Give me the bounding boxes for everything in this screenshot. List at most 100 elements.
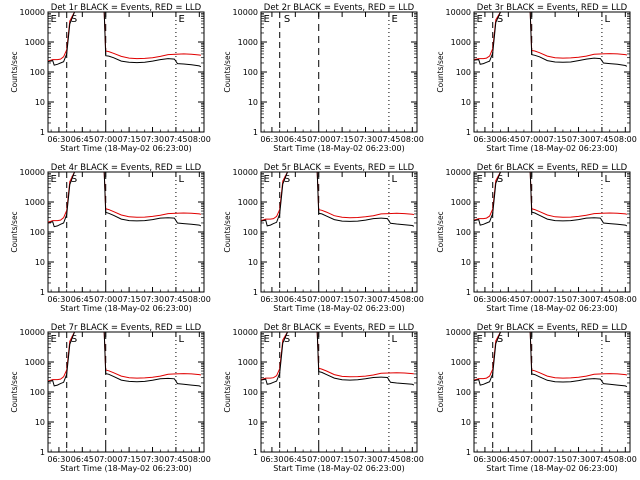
- marker-letter: E: [264, 334, 270, 345]
- marker-letter: E: [178, 14, 184, 25]
- x-tick-label: 07:00: [520, 455, 543, 464]
- x-tick-label: 07:30: [354, 295, 377, 304]
- chart-title: Det 5r BLACK = Events, RED = LLD: [264, 163, 415, 173]
- series-events-line: [48, 332, 202, 388]
- y-tick-label: 1000: [238, 38, 258, 47]
- x-tick-label: 07:30: [354, 455, 377, 464]
- marker-letter: E: [477, 14, 483, 25]
- series-lld-line: [261, 172, 414, 222]
- y-axis-label: Counts/sec: [223, 371, 232, 412]
- x-tick-label: 08:00: [401, 135, 424, 144]
- y-tick-label: 10000: [446, 328, 471, 337]
- x-axis-label: Start Time (18-May-02 06:23:00): [273, 304, 404, 313]
- y-tick-label: 1000: [451, 198, 471, 207]
- series-events-line: [261, 332, 415, 386]
- chart-title: Det 4r BLACK = Events, RED = LLD: [51, 163, 202, 173]
- y-tick-label: 1: [40, 128, 45, 137]
- marker-letter: E: [264, 174, 270, 185]
- chart-panel-9: Det 9r BLACK = Events, RED = LLD 1 10 100 10…: [436, 323, 637, 473]
- chart-panel-8: Det 8r BLACK = Events, RED = LLD 1 10 100 10…: [223, 323, 424, 473]
- series-events-line: [474, 172, 628, 227]
- x-tick-label: 06:30: [473, 455, 496, 464]
- y-tick-label: 1: [253, 288, 258, 297]
- y-tick-label: 10: [461, 418, 471, 427]
- x-tick-label: 07:45: [590, 135, 613, 144]
- y-tick-label: 1000: [451, 358, 471, 367]
- x-axis-label: Start Time (18-May-02 06:23:00): [60, 464, 191, 473]
- x-tick-label: 07:15: [118, 295, 141, 304]
- y-axis-label: Counts/sec: [10, 371, 19, 412]
- x-tick-label: 07:00: [520, 135, 543, 144]
- series-lld-line: [48, 332, 202, 382]
- y-tick-label: 10000: [233, 328, 258, 337]
- series-events-line: [48, 12, 202, 68]
- x-tick-label: 08:00: [614, 135, 637, 144]
- y-tick-label: 10000: [446, 168, 471, 177]
- x-tick-label: 08:00: [188, 135, 211, 144]
- x-tick-label: 06:30: [47, 455, 70, 464]
- x-tick-label: 08:00: [188, 295, 211, 304]
- chart-panel-1: Det 1r BLACK = Events, RED = LLD 1 10 100 10…: [10, 3, 211, 153]
- chart-panel-5: Det 5r BLACK = Events, RED = LLD 1 10 100 10…: [223, 163, 424, 313]
- x-tick-label: 07:00: [94, 455, 117, 464]
- x-tick-label: 07:15: [118, 135, 141, 144]
- x-tick-label: 07:00: [94, 295, 117, 304]
- marker-letter: L: [604, 174, 610, 185]
- x-tick-label: 07:15: [118, 455, 141, 464]
- x-tick-label: 07:45: [590, 295, 613, 304]
- y-tick-label: 100: [30, 388, 45, 397]
- y-tick-label: 10: [248, 98, 258, 107]
- chart-title: Det 9r BLACK = Events, RED = LLD: [477, 323, 628, 333]
- x-tick-label: 06:45: [284, 295, 307, 304]
- y-tick-label: 100: [243, 68, 258, 77]
- y-tick-label: 10: [461, 258, 471, 267]
- x-tick-label: 07:00: [520, 295, 543, 304]
- y-tick-label: 100: [456, 388, 471, 397]
- y-tick-label: 100: [243, 228, 258, 237]
- series-lld-line: [261, 332, 414, 381]
- x-tick-label: 07:30: [354, 135, 377, 144]
- x-tick-label: 07:45: [164, 455, 187, 464]
- x-tick-label: 08:00: [401, 455, 424, 464]
- y-tick-label: 1000: [451, 38, 471, 47]
- x-tick-label: 08:00: [401, 295, 424, 304]
- y-tick-label: 10: [35, 98, 45, 107]
- x-tick-label: 07:15: [544, 455, 567, 464]
- y-tick-label: 1: [253, 128, 258, 137]
- x-tick-label: 06:45: [497, 295, 520, 304]
- x-tick-label: 07:30: [141, 295, 164, 304]
- plot-frame: [473, 331, 631, 453]
- y-axis-label: Counts/sec: [436, 211, 445, 252]
- x-tick-label: 08:00: [188, 455, 211, 464]
- y-tick-label: 10000: [20, 168, 45, 177]
- marker-letter: L: [604, 334, 610, 345]
- marker-letter: S: [284, 174, 290, 185]
- y-tick-label: 1000: [25, 358, 45, 367]
- y-tick-label: 10: [461, 98, 471, 107]
- marker-letter: L: [391, 334, 397, 345]
- x-tick-label: 08:00: [614, 295, 637, 304]
- x-tick-label: 08:00: [614, 455, 637, 464]
- y-axis-label: Counts/sec: [10, 211, 19, 252]
- x-tick-label: 06:30: [47, 295, 70, 304]
- x-axis-label: Start Time (18-May-02 06:23:00): [486, 464, 617, 473]
- plot-frame: [260, 331, 418, 453]
- y-tick-label: 10: [35, 258, 45, 267]
- series-events-line: [474, 332, 628, 388]
- y-tick-label: 10: [248, 258, 258, 267]
- x-tick-label: 07:00: [307, 135, 330, 144]
- plot-frame: [473, 171, 631, 293]
- x-tick-label: 07:45: [164, 135, 187, 144]
- y-tick-label: 1000: [25, 198, 45, 207]
- y-axis-label: Counts/sec: [10, 51, 19, 92]
- marker-letter: E: [264, 14, 270, 25]
- x-axis-label: Start Time (18-May-02 06:23:00): [60, 144, 191, 153]
- marker-letter: S: [284, 14, 290, 25]
- x-tick-label: 06:30: [260, 455, 283, 464]
- x-axis-label: Start Time (18-May-02 06:23:00): [486, 144, 617, 153]
- x-tick-label: 07:45: [164, 295, 187, 304]
- y-tick-label: 1: [466, 448, 471, 457]
- marker-letter: L: [178, 334, 184, 345]
- plot-frame: [260, 171, 418, 293]
